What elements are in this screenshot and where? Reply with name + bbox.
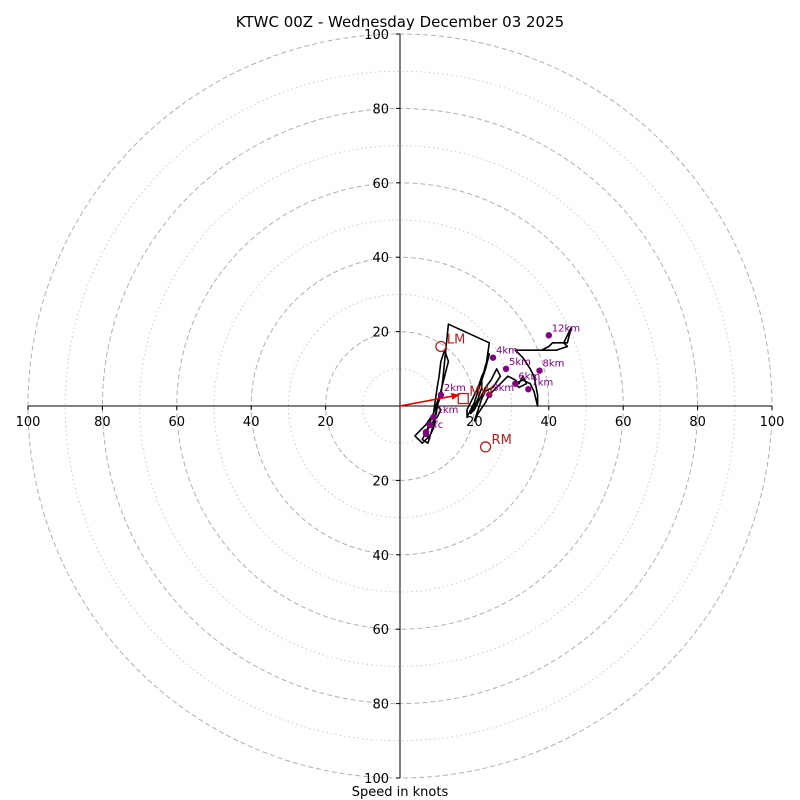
storm-motion-label: MW: [469, 385, 493, 400]
height-point-label: 8km: [543, 359, 565, 370]
x-tick-label: 80: [94, 415, 111, 430]
x-tick-label: 100: [16, 415, 41, 430]
x-tick-label: 60: [615, 415, 632, 430]
y-tick-label: 40: [372, 549, 389, 564]
height-point: [426, 421, 433, 428]
x-tick-label: 40: [243, 415, 260, 430]
height-point: [525, 386, 532, 393]
storm-motion-marker: [435, 340, 447, 353]
height-point-label: 3km: [492, 383, 514, 394]
storm-motion-marker: [479, 441, 492, 453]
height-point: [545, 332, 552, 339]
height-point: [486, 391, 493, 399]
storm-motion-marker: [457, 392, 469, 405]
height-point-label: 6km: [518, 372, 540, 383]
storm-motion-label: LM: [447, 332, 465, 347]
x-tick-label: 20: [317, 415, 334, 430]
height-point: [502, 365, 510, 372]
height-point-label: 2km: [444, 383, 466, 394]
y-tick-label: 40: [372, 251, 389, 266]
storm-motion-label: RM: [492, 433, 512, 448]
height-point: [536, 367, 543, 374]
height-point: [489, 354, 497, 361]
height-point-label: 5km: [509, 357, 531, 368]
x-tick-label: 80: [689, 415, 706, 430]
height-point-label: sfc: [429, 420, 443, 431]
x-axis-label: Speed in knots: [352, 785, 449, 800]
x-tick-label: 60: [169, 415, 186, 430]
y-tick-label: 60: [372, 177, 389, 192]
y-tick-label: 80: [372, 698, 389, 713]
height-point: [437, 391, 445, 399]
y-tick-label: 100: [364, 28, 389, 43]
tick-labels: 100 80 60 40 20 20 40 60 80 100 100 80 60 40 20 20 40 60 8…: [16, 28, 785, 787]
hodograph-trace: [414, 323, 572, 445]
y-tick-label: 20: [372, 326, 389, 341]
height-point: [512, 380, 519, 387]
height-point-label: 1km: [436, 405, 458, 416]
hodograph-trace-line: [414, 323, 572, 445]
mean-wind-arrow-line: [399, 394, 460, 407]
height-point: [430, 413, 437, 421]
x-tick-label: 20: [466, 415, 483, 430]
y-tick-label: 80: [372, 102, 389, 117]
y-tick-label: 60: [372, 623, 389, 638]
y-tick-label: 100: [364, 772, 389, 787]
chart-title: KTWC 00Z - Wednesday December 03 2025: [236, 13, 564, 31]
storm-motion-markers: LM RM MW: [399, 332, 512, 453]
y-tick-label: 20: [372, 474, 389, 489]
x-tick-label: 100: [760, 415, 785, 430]
height-point: [422, 430, 430, 438]
height-point-label: 7km: [531, 377, 553, 388]
x-tick-label: 40: [541, 415, 558, 430]
mean-wind-arrow-head: [451, 392, 460, 400]
height-point-label: 4km: [496, 346, 518, 357]
height-point-label: 12km: [552, 323, 580, 334]
